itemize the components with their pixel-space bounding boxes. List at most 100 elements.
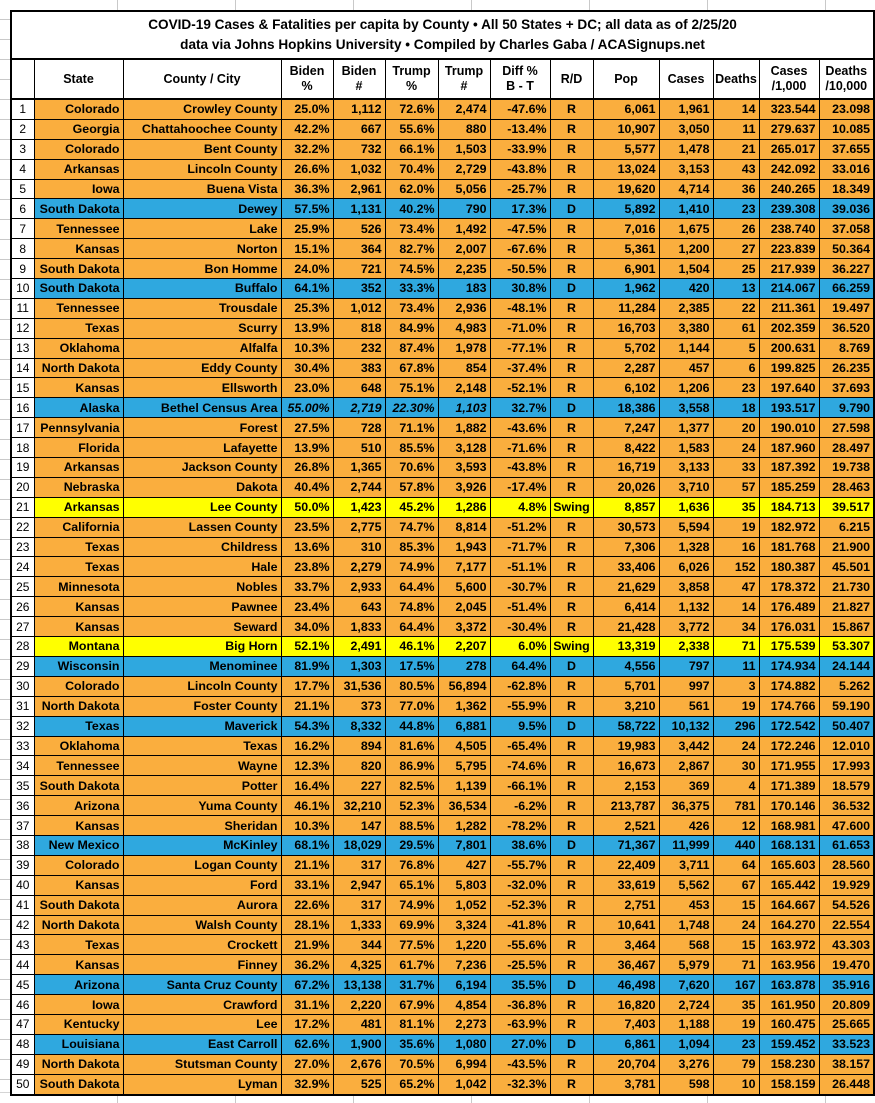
cell-trump_num: 1,080 — [437, 1033, 491, 1055]
cell-biden_pct: 67.2% — [280, 974, 334, 996]
table-row: 25 Minnesota Nobles 33.7% 2,933 64.4% 5,600 -30… — [10, 576, 875, 598]
cell-trump_num: 1,882 — [437, 417, 491, 439]
cell-diff: -65.4% — [489, 735, 551, 757]
cell-diff: -43.8% — [489, 457, 551, 478]
cell-county: Norton — [122, 238, 282, 260]
cell-diff: 17.3% — [489, 198, 551, 220]
cell-biden_num: 2,961 — [332, 178, 386, 200]
cell-pop: 33,406 — [592, 556, 660, 578]
cell-county: Lafayette — [122, 437, 282, 459]
cell-party: R — [549, 755, 594, 777]
cell-state: Arizona — [33, 795, 124, 817]
cell-state: Nebraska — [33, 476, 124, 498]
cell-county: Bethel Census Area — [122, 397, 282, 419]
cell-party: R — [549, 994, 594, 1015]
table-row: 5 Iowa Buena Vista 36.3% 2,961 62.0% 5,056 -25.… — [10, 178, 875, 200]
cell-county: Hale — [122, 556, 282, 578]
table-row: 4 Arkansas Lincoln County 26.6% 1,032 70.4% 2,… — [10, 158, 875, 180]
cell-deaths: 19 — [712, 516, 760, 538]
cell-biden_num: 481 — [332, 1013, 386, 1035]
cell-trump_num: 1,139 — [437, 775, 491, 797]
cell-rank: 2 — [10, 118, 35, 140]
cell-deaths_per_10000: 33.016 — [818, 158, 875, 180]
cell-pop: 71,367 — [592, 834, 660, 856]
cell-diff: -47.5% — [489, 218, 551, 240]
cell-cases_per_1000: 174.934 — [758, 655, 820, 677]
cell-pop: 33,619 — [592, 874, 660, 896]
cell-cases_per_1000: 199.825 — [758, 357, 820, 379]
cell-biden_pct: 10.3% — [280, 815, 334, 836]
cell-deaths: 6 — [712, 357, 760, 379]
cell-party: R — [549, 118, 594, 140]
cell-biden_pct: 27.5% — [280, 417, 334, 439]
cell-diff: 27.0% — [489, 1033, 551, 1055]
cell-rank: 24 — [10, 556, 35, 578]
cell-biden_num: 310 — [332, 536, 386, 558]
cell-party: Swing — [549, 636, 594, 657]
cell-county: Texas — [122, 735, 282, 757]
cell-party: R — [549, 675, 594, 697]
cell-biden_num: 732 — [332, 138, 386, 160]
cell-trump_pct: 45.2% — [384, 496, 439, 518]
cell-rank: 21 — [10, 496, 35, 518]
cell-diff: -48.1% — [489, 297, 551, 319]
cell-state: Kansas — [33, 596, 124, 618]
cell-rank: 42 — [10, 914, 35, 936]
cell-diff: -32.3% — [489, 1073, 551, 1096]
cell-cases: 7,620 — [658, 974, 714, 996]
cell-deaths_per_10000: 21.900 — [818, 536, 875, 558]
cell-deaths: 23 — [712, 377, 760, 399]
cell-pop: 21,428 — [592, 616, 660, 638]
cell-biden_num: 18,029 — [332, 834, 386, 856]
cell-state: Kansas — [33, 616, 124, 638]
cell-county: Trousdale — [122, 297, 282, 319]
cell-cases_per_1000: 171.389 — [758, 775, 820, 797]
cell-biden_num: 227 — [332, 775, 386, 797]
cell-state: Texas — [33, 317, 124, 339]
cell-cases: 3,711 — [658, 854, 714, 876]
cell-diff: -71.7% — [489, 536, 551, 558]
cell-cases_per_1000: 168.131 — [758, 834, 820, 856]
cell-trump_pct: 67.9% — [384, 994, 439, 1015]
table-row: 49 North Dakota Stutsman County 27.0% 2,676 7… — [10, 1053, 875, 1075]
cell-trump_pct: 77.0% — [384, 695, 439, 717]
cell-biden_num: 818 — [332, 317, 386, 339]
cell-county: Maverick — [122, 715, 282, 737]
cell-rank: 20 — [10, 476, 35, 498]
cell-pop: 6,061 — [592, 98, 660, 120]
cell-deaths: 71 — [712, 954, 760, 976]
cell-county: Logan County — [122, 854, 282, 876]
cell-deaths: 36 — [712, 178, 760, 200]
cell-trump_pct: 70.6% — [384, 457, 439, 478]
cell-state: Kentucky — [33, 1013, 124, 1035]
cell-deaths: 26 — [712, 218, 760, 240]
cell-trump_pct: 31.7% — [384, 974, 439, 996]
cell-trump_pct: 82.7% — [384, 238, 439, 260]
cell-rank: 11 — [10, 297, 35, 319]
cell-trump_pct: 85.3% — [384, 536, 439, 558]
cell-trump_pct: 44.8% — [384, 715, 439, 737]
cell-rank: 39 — [10, 854, 35, 876]
cell-diff: 30.8% — [489, 278, 551, 299]
table-row: 28 Montana Big Horn 52.1% 2,491 46.1% 2,207 6.0… — [10, 636, 875, 657]
cell-deaths_per_10000: 37.058 — [818, 218, 875, 240]
table-row: 46 Iowa Crawford 31.1% 2,220 67.9% 4,854 -36.8%… — [10, 994, 875, 1015]
cell-cases_per_1000: 187.960 — [758, 437, 820, 459]
table-row: 18 Florida Lafayette 13.9% 510 85.5% 3,128 -71.… — [10, 437, 875, 459]
cell-deaths: 71 — [712, 636, 760, 657]
cell-deaths_per_10000: 9.790 — [818, 397, 875, 419]
cell-trump_num: 1,220 — [437, 934, 491, 956]
cell-cases: 1,478 — [658, 138, 714, 160]
cell-state: Iowa — [33, 994, 124, 1015]
cell-cases_per_1000: 158.230 — [758, 1053, 820, 1075]
cell-party: R — [549, 775, 594, 797]
cell-biden_num: 2,947 — [332, 874, 386, 896]
cell-cases: 6,026 — [658, 556, 714, 578]
cell-rank: 41 — [10, 894, 35, 916]
cell-pop: 22,409 — [592, 854, 660, 876]
cell-deaths_per_10000: 33.523 — [818, 1033, 875, 1055]
cell-biden_num: 1,900 — [332, 1033, 386, 1055]
cell-diff: -41.8% — [489, 914, 551, 936]
cell-county: Lincoln County — [122, 158, 282, 180]
cell-party: R — [549, 735, 594, 757]
